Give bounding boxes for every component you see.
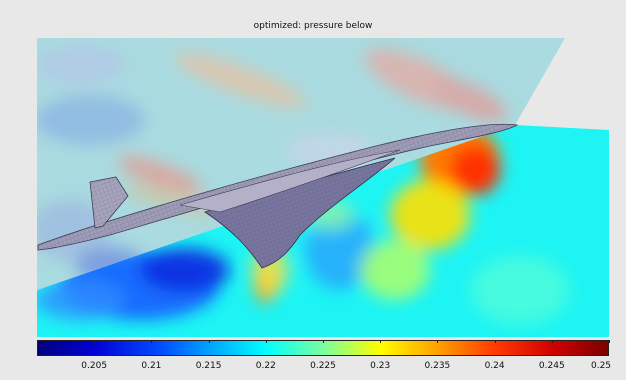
colorbar-tick-label: 0.235 (424, 361, 451, 371)
lower-pressure-plane (37, 125, 609, 337)
colorbar-tick-mark (494, 340, 496, 343)
colorbar-tick-mark (609, 340, 610, 343)
colorbar-tick-label: 0.205 (81, 361, 108, 371)
colorbar-tick-label: 0.25 (590, 361, 612, 371)
colorbar-tick-mark (151, 340, 153, 343)
colorbar-gradient (37, 340, 609, 356)
colorbar-tick-label: 0.245 (538, 361, 565, 371)
colorbar-tick-mark (380, 340, 382, 343)
colorbar-tick-label: 0.24 (484, 361, 505, 371)
colorbar-tick-label: 0.23 (370, 361, 391, 371)
colorbar-tick-mark (94, 340, 96, 343)
colorbar-tick-mark (323, 340, 324, 343)
colorbar-tick-mark (208, 340, 210, 343)
colorbar-tick-mark (265, 340, 267, 343)
aircraft-wireframe (37, 123, 519, 269)
colorbar-tick-mark (551, 340, 553, 343)
colorbar-tick-mark (437, 340, 439, 343)
colorbar-tick-label: 0.215 (195, 361, 222, 371)
plot-title: optimized: pressure below (253, 21, 373, 31)
colorbar-tick-label: 0.22 (255, 361, 276, 371)
colorbar-tick-label: 0.225 (310, 361, 336, 371)
colorbar-tick-label: 0.21 (141, 361, 162, 371)
